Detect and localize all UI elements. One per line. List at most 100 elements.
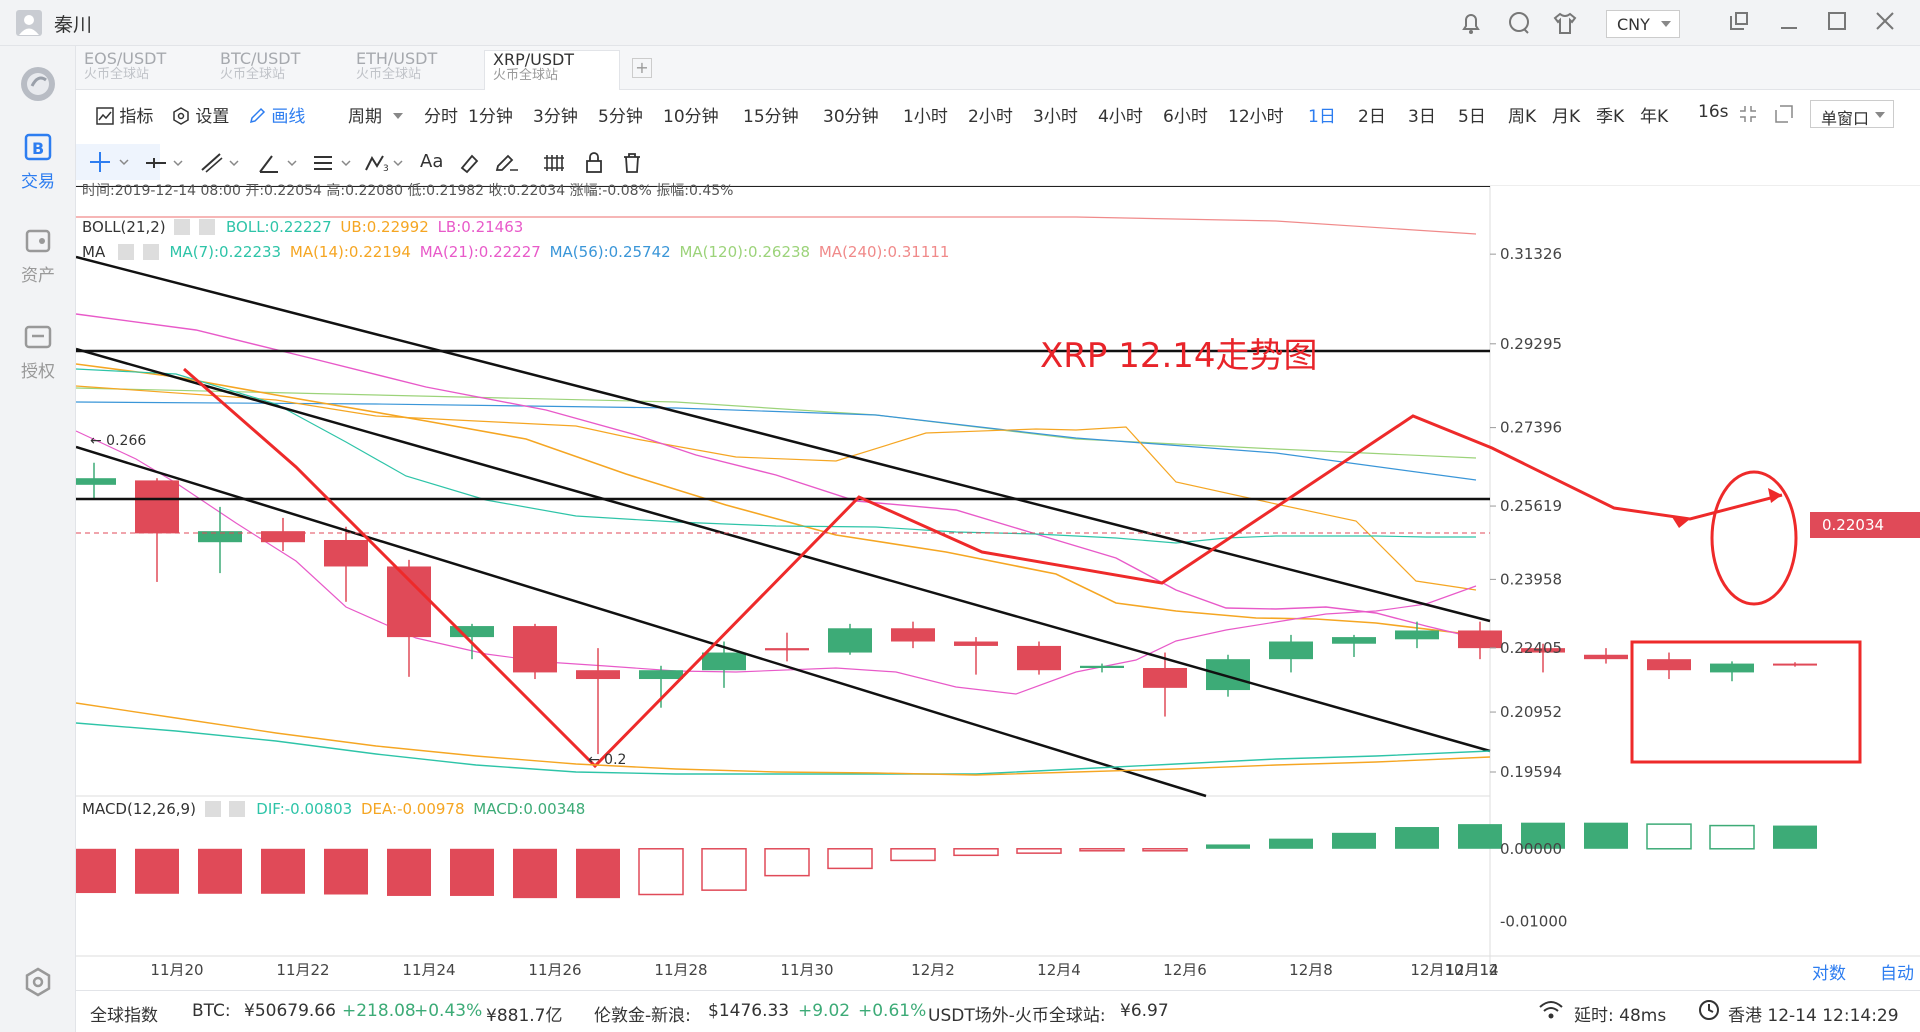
popout-icon[interactable] [1774, 104, 1794, 129]
candle-body [1395, 630, 1439, 640]
refresh-interval[interactable]: 16s [1698, 102, 1729, 122]
trash-icon [624, 153, 640, 173]
candle-body [576, 670, 620, 680]
period-2[interactable]: 3分钟 [533, 107, 578, 127]
sidebar-item-auth[interactable]: 授权 [0, 322, 76, 382]
draw-button[interactable]: 画线 [248, 102, 305, 127]
fib-tool[interactable] [312, 152, 352, 178]
kline-chart[interactable]: 0.31326 0.29295 0.27396 0.25619 0.23958 0.224… [76, 186, 1920, 976]
ma21: MA(21):0.22227 [419, 243, 541, 261]
price-label: 0.20952 [1500, 703, 1562, 721]
bell-icon[interactable] [1458, 10, 1484, 42]
gear-icon[interactable] [174, 219, 191, 235]
period-0[interactable]: 分时 [424, 107, 458, 127]
macd-bar [1773, 825, 1817, 849]
period-6[interactable]: 30分钟 [823, 107, 879, 127]
tab-pair: XRP/USDT [493, 50, 575, 69]
angle-tool[interactable] [258, 152, 298, 178]
period-16[interactable]: 5日 [1458, 107, 1486, 127]
candle-body [765, 648, 809, 651]
close-icon[interactable] [199, 219, 216, 235]
sidebar: B 交易 资产 授权 [0, 46, 76, 1032]
indicator-button[interactable]: 指标 [96, 102, 153, 127]
period-18[interactable]: 月K [1552, 107, 1581, 127]
avatar[interactable] [16, 10, 42, 36]
period-5[interactable]: 15分钟 [743, 107, 799, 127]
period-11[interactable]: 6小时 [1163, 107, 1208, 127]
close-icon[interactable] [1874, 10, 1896, 38]
gear-icon[interactable] [117, 244, 134, 260]
chevron-down-icon [393, 113, 404, 119]
text-tool[interactable]: Aa [420, 151, 444, 172]
btc-label: BTC: [192, 1001, 231, 1021]
chart-area[interactable]: 0.31326 0.29295 0.27396 0.25619 0.23958 0.224… [76, 183, 1920, 984]
minimize-icon[interactable] [1778, 10, 1800, 38]
current-price-tag: 0.22034 [1810, 512, 1920, 538]
chat-icon[interactable] [1506, 10, 1532, 42]
time-label: 11月30 [780, 961, 833, 976]
pen-tool[interactable] [494, 152, 520, 178]
hline-tool[interactable] [144, 152, 184, 178]
close-icon[interactable] [229, 801, 246, 817]
period-13[interactable]: 1日 [1308, 107, 1336, 127]
period-19[interactable]: 季K [1596, 107, 1625, 127]
period-10[interactable]: 4小时 [1098, 107, 1143, 127]
sidebar-item-trade[interactable]: B 交易 [0, 132, 76, 192]
period-label: 周期 [348, 107, 382, 127]
delete-tool[interactable] [622, 152, 642, 178]
sidebar-item-assets[interactable]: 资产 [0, 226, 76, 286]
pair-tabs: EOS/USDT 火币全球站 BTC/USDT 火币全球站 ETH/USDT 火… [76, 46, 1920, 90]
period-14[interactable]: 2日 [1358, 107, 1386, 127]
trade-icon: B [24, 133, 52, 161]
shirt-icon[interactable] [1552, 10, 1578, 42]
wave-tool[interactable]: 3 [364, 152, 404, 178]
key-icon [24, 325, 52, 349]
auto-scale-toggle[interactable]: 自动 [1880, 964, 1914, 984]
period-12[interactable]: 12小时 [1228, 107, 1284, 127]
macd-bar [450, 848, 494, 896]
add-tab-button[interactable]: + [632, 58, 652, 78]
tab-xrp[interactable]: XRP/USDT 火币全球站 [484, 50, 620, 90]
period-20[interactable]: 年K [1640, 107, 1669, 127]
period-17[interactable]: 周K [1508, 107, 1537, 127]
eraser-tool[interactable] [458, 152, 480, 178]
tab-btc[interactable]: BTC/USDT 火币全球站 [212, 50, 348, 90]
window-mode-select[interactable]: 单窗口 [1810, 100, 1894, 128]
trendline-tool[interactable] [200, 152, 240, 178]
log-scale-toggle[interactable]: 对数 [1812, 964, 1846, 984]
maximize-icon[interactable] [1826, 10, 1848, 38]
currency-select[interactable]: CNY [1606, 10, 1680, 38]
restore-window-icon[interactable] [1728, 10, 1750, 38]
period-4[interactable]: 10分钟 [663, 107, 719, 127]
global-index-label[interactable]: 全球指数 [90, 1006, 158, 1026]
ma120: MA(120):0.26238 [679, 243, 811, 261]
gold-price: $1476.33 [708, 1001, 790, 1021]
settings-button[interactable]: 设置 [172, 102, 229, 127]
horizontal-line-icon [146, 158, 183, 168]
sidebar-logo[interactable] [0, 64, 76, 109]
btc-change: +218.08 [342, 1001, 416, 1021]
macd-bar [576, 848, 620, 899]
drawing-toolbar: 3 Aa [76, 138, 1920, 186]
tab-eos[interactable]: EOS/USDT 火币全球站 [76, 50, 212, 90]
lock-tool[interactable] [584, 152, 604, 178]
sidebar-settings[interactable] [0, 966, 76, 1003]
period-7[interactable]: 1小时 [903, 107, 948, 127]
usdt-price: ¥6.97 [1120, 1001, 1169, 1021]
close-icon[interactable] [142, 244, 159, 260]
period-8[interactable]: 2小时 [968, 107, 1013, 127]
period-1[interactable]: 1分钟 [468, 107, 513, 127]
period-3[interactable]: 5分钟 [598, 107, 643, 127]
ohlc-info: 时间:2019-12-14 08:00 开:0.22054 高:0.22080 … [82, 183, 734, 199]
tab-exchange: 火币全球站 [493, 68, 559, 83]
fullscreen-icon[interactable] [1738, 104, 1758, 129]
tab-eth[interactable]: ETH/USDT 火币全球站 [348, 50, 484, 90]
period-15[interactable]: 3日 [1408, 107, 1436, 127]
period-dropdown[interactable]: 周期 [348, 102, 404, 127]
btc-volume: ¥881.7亿 [486, 1006, 563, 1026]
gear-icon[interactable] [204, 801, 221, 817]
magnet-tool[interactable] [542, 152, 566, 178]
period-9[interactable]: 3小时 [1033, 107, 1078, 127]
boll-lb: LB:0.21463 [437, 218, 524, 236]
price-axis: 0.31326 0.29295 0.27396 0.25619 0.23958 0.224… [1490, 245, 1567, 930]
